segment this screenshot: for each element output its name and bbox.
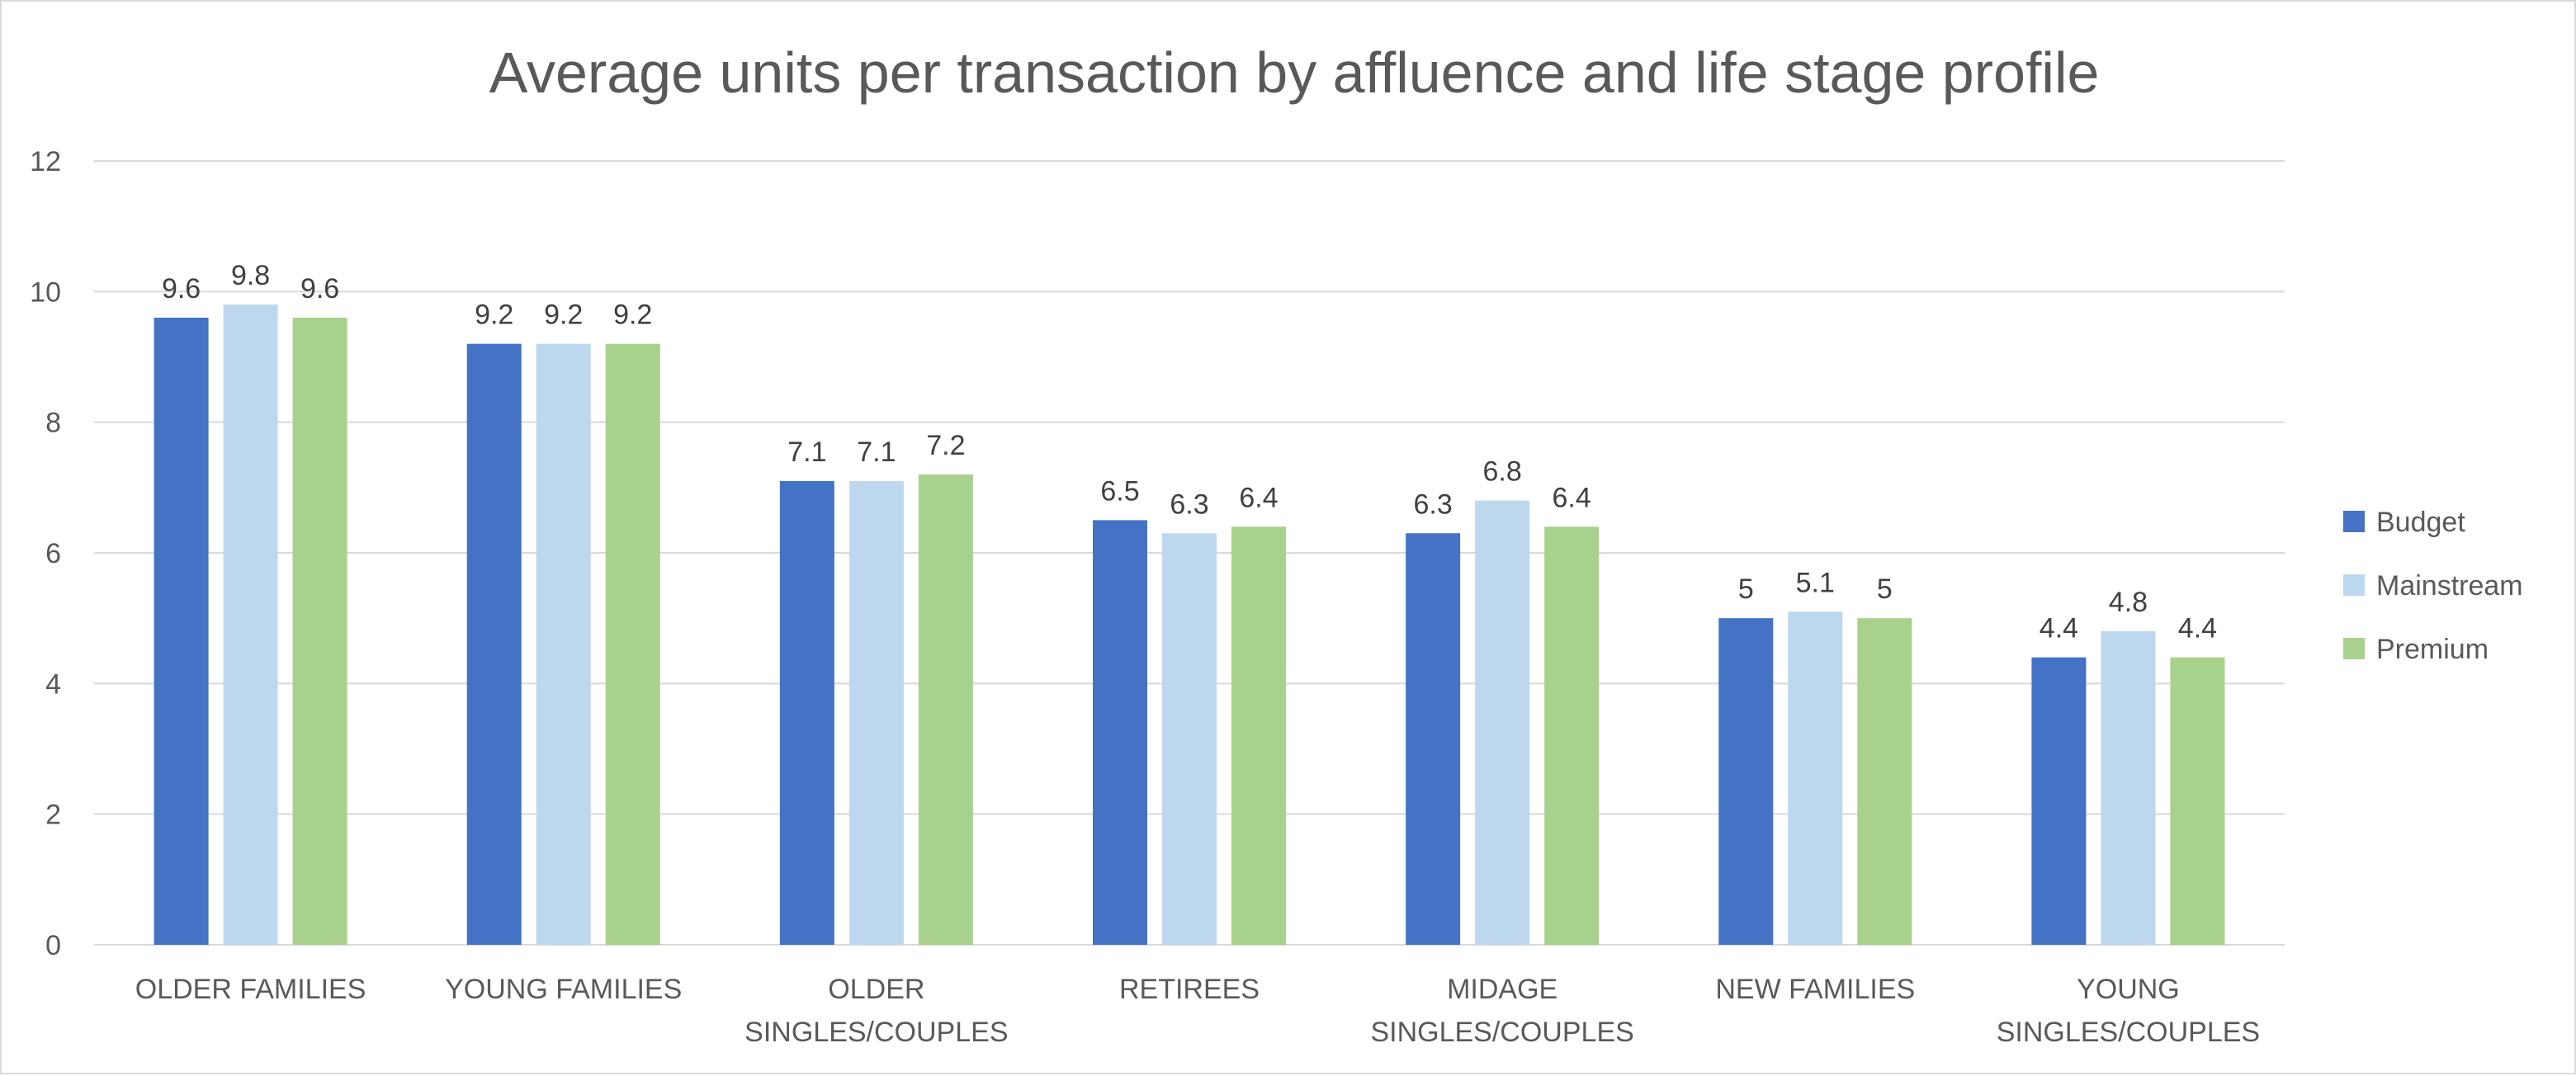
data-label: 4.4: [2040, 613, 2078, 644]
x-category-label: OLDER: [828, 974, 924, 1005]
bar-mainstream: [1162, 533, 1217, 945]
y-tick-label: 12: [30, 146, 61, 177]
bar-premium: [2170, 657, 2225, 945]
data-label: 4.4: [2178, 613, 2217, 644]
bars: [154, 304, 2225, 946]
legend-swatch-premium: [2343, 638, 2365, 659]
bar-mainstream: [1788, 611, 1843, 945]
bar-mainstream: [2101, 631, 2156, 945]
bar-premium: [1857, 618, 1912, 945]
x-category-label: YOUNG FAMILIES: [445, 974, 682, 1005]
bar-premium: [1544, 526, 1600, 945]
x-axis-categories: OLDER FAMILIES YOUNG FAMILIES OLDER SINGLES…: [135, 974, 2260, 1048]
data-label: 9.2: [475, 300, 513, 331]
legend-label: Budget: [2376, 507, 2465, 538]
y-tick-label: 4: [45, 668, 61, 700]
bar-budget: [779, 480, 834, 945]
data-label: 5: [1877, 573, 1893, 605]
legend-label: Premium: [2376, 634, 2489, 665]
bar-budget: [466, 343, 522, 946]
data-label: 6.4: [1553, 482, 1591, 513]
bar-mainstream: [223, 304, 278, 946]
bar-premium: [605, 343, 660, 946]
x-category-label: YOUNG: [2077, 974, 2180, 1005]
x-category-label: SINGLES/COUPLES: [1370, 1017, 1633, 1048]
y-tick-label: 6: [45, 538, 61, 569]
data-label: 9.2: [613, 300, 652, 331]
legend: Budget Mainstream Premium: [2343, 507, 2523, 665]
data-label: 6.4: [1239, 482, 1278, 513]
bar-budget: [154, 318, 209, 945]
legend-swatch-mainstream: [2343, 574, 2365, 596]
x-category-label: RETIREES: [1119, 974, 1260, 1005]
data-label: 7.1: [787, 437, 826, 468]
data-label: 7.2: [926, 430, 965, 461]
x-category-label: SINGLES/COUPLES: [1997, 1017, 2260, 1048]
bar-premium: [918, 474, 973, 945]
data-label: 9.8: [231, 260, 270, 291]
bar-mainstream: [536, 343, 591, 946]
data-label: 6.3: [1170, 488, 1208, 520]
data-label: 5.1: [1796, 567, 1835, 598]
x-category-label: OLDER FAMILIES: [135, 974, 366, 1005]
data-label: 6.3: [1414, 488, 1453, 520]
data-label: 7.1: [857, 437, 896, 468]
y-tick-label: 0: [45, 930, 61, 961]
data-label: 6.8: [1483, 456, 1522, 488]
bar-budget: [1406, 533, 1461, 945]
x-category-label: SINGLES/COUPLES: [744, 1017, 1008, 1048]
y-axis-ticks: 0 2 4 6 8 10 12: [30, 146, 61, 961]
data-label: 9.6: [300, 273, 339, 304]
legend-label: Mainstream: [2376, 570, 2523, 602]
bar-mainstream: [848, 480, 904, 945]
bar-budget: [2031, 657, 2087, 945]
data-label: 4.8: [2109, 587, 2148, 618]
data-label: 9.6: [162, 273, 201, 304]
x-category-label: MIDAGE: [1447, 974, 1557, 1005]
y-tick-label: 8: [45, 408, 61, 439]
chart-title: Average units per transaction by affluen…: [489, 40, 2100, 105]
bar-premium: [1231, 526, 1286, 945]
bar-premium: [292, 318, 347, 945]
data-label: 6.5: [1100, 475, 1139, 507]
data-label: 9.2: [544, 300, 583, 331]
bar-mainstream: [1475, 500, 1530, 945]
data-label: 5: [1738, 573, 1754, 605]
y-tick-label: 2: [45, 800, 61, 831]
legend-swatch-budget: [2343, 511, 2365, 532]
y-tick-label: 10: [30, 276, 61, 308]
bar-budget: [1093, 520, 1147, 945]
bar-budget: [1718, 618, 1774, 945]
x-category-label: NEW FAMILIES: [1715, 974, 1915, 1005]
data-labels: 9.6 9.8 9.6 9.2 9.2 9.2 7.1 7.1 7.2 6.5 6.3 6.4 6.3 6…: [162, 260, 2217, 644]
